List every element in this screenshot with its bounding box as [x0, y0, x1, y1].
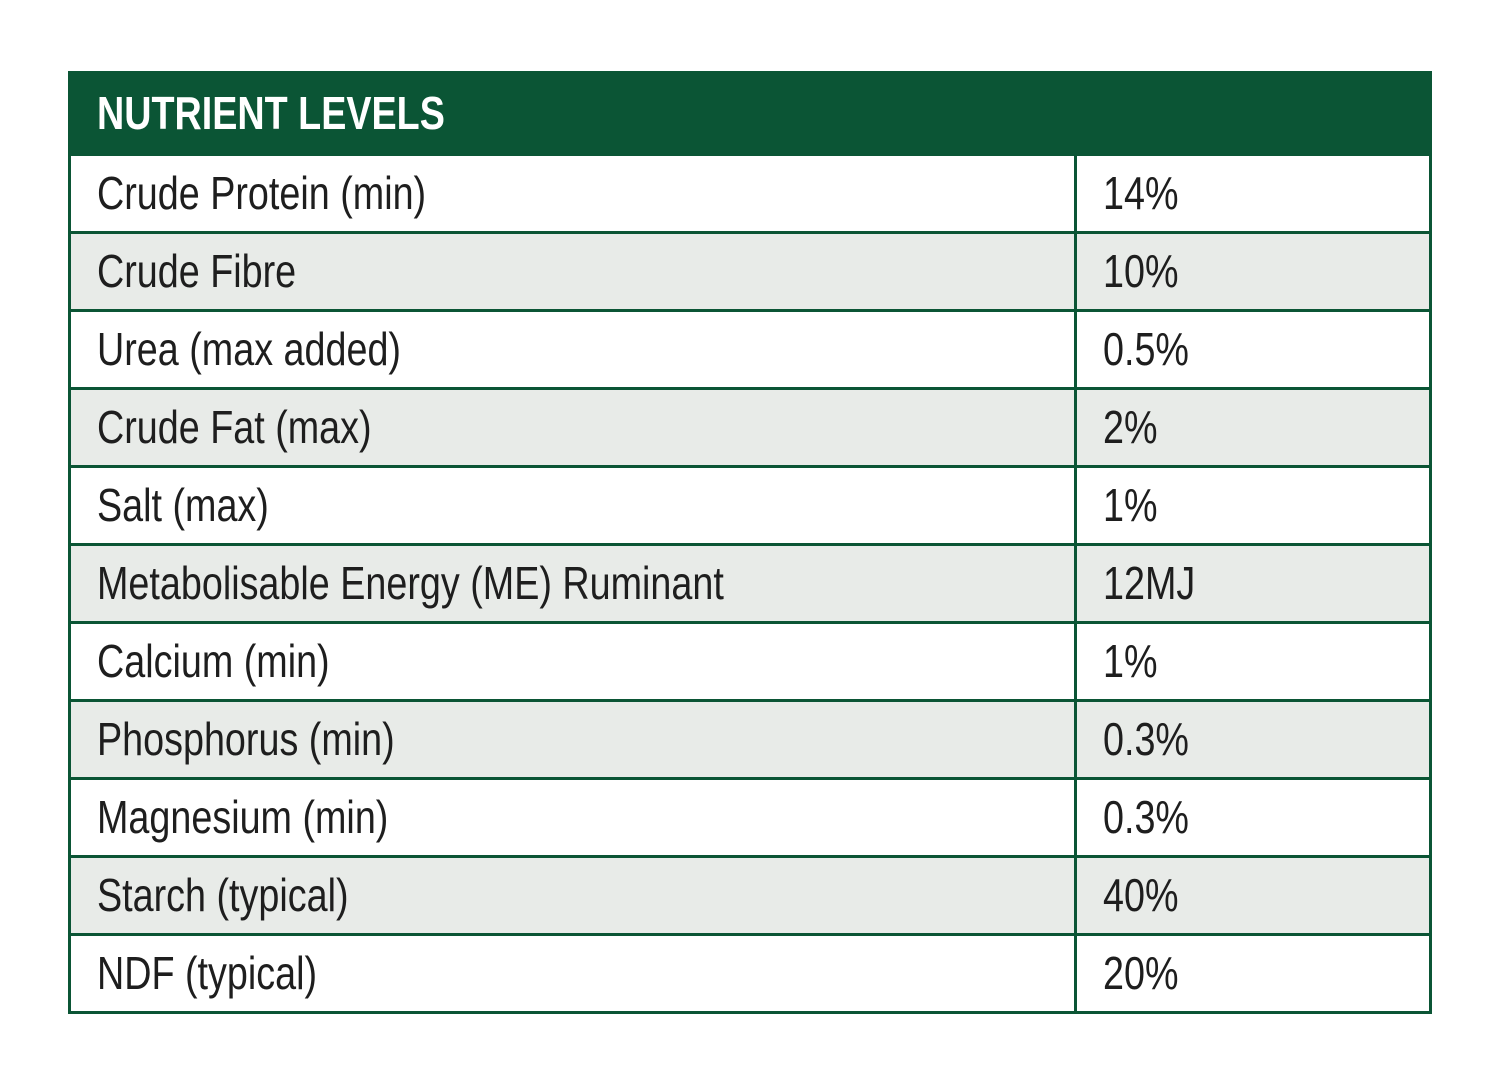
nutrient-value: 0.3%: [1077, 702, 1429, 777]
table-row: Phosphorus (min) 0.3%: [71, 699, 1429, 777]
nutrient-name: Salt (max): [71, 468, 1077, 543]
cell-text: Phosphorus (min): [97, 713, 395, 765]
nutrient-value: 14%: [1077, 156, 1429, 231]
nutrient-name: Magnesium (min): [71, 780, 1077, 855]
cell-text: Urea (max added): [97, 323, 401, 375]
nutrient-value: 40%: [1077, 858, 1429, 933]
table-row: Salt (max) 1%: [71, 465, 1429, 543]
nutrient-name: NDF (typical): [71, 936, 1077, 1011]
nutrient-table: NUTRIENT LEVELS Crude Protein (min) 14% Cr…: [68, 71, 1432, 1014]
cell-text: Starch (typical): [97, 869, 349, 921]
table-row: Starch (typical) 40%: [71, 855, 1429, 933]
table-header: NUTRIENT LEVELS: [71, 74, 1429, 153]
nutrient-value: 10%: [1077, 234, 1429, 309]
nutrient-name: Crude Fat (max): [71, 390, 1077, 465]
nutrient-value: 12MJ: [1077, 546, 1429, 621]
table-row: Calcium (min) 1%: [71, 621, 1429, 699]
table-row: Crude Fibre 10%: [71, 231, 1429, 309]
cell-text: Magnesium (min): [97, 791, 389, 843]
nutrient-name: Metabolisable Energy (ME) Ruminant: [71, 546, 1077, 621]
nutrient-value: 1%: [1077, 468, 1429, 543]
table-row: Crude Protein (min) 14%: [71, 153, 1429, 231]
nutrient-value: 0.3%: [1077, 780, 1429, 855]
cell-text: Crude Fibre: [97, 245, 297, 297]
cell-text: 0.3%: [1103, 713, 1189, 765]
cell-text: 20%: [1103, 947, 1179, 999]
cell-text: Calcium (min): [97, 635, 330, 687]
nutrient-name: Urea (max added): [71, 312, 1077, 387]
nutrient-name: Calcium (min): [71, 624, 1077, 699]
nutrient-value: 0.5%: [1077, 312, 1429, 387]
table-row: NDF (typical) 20%: [71, 933, 1429, 1011]
nutrient-value: 20%: [1077, 936, 1429, 1011]
cell-text: 0.5%: [1103, 323, 1189, 375]
nutrient-value: 1%: [1077, 624, 1429, 699]
table-row: Metabolisable Energy (ME) Ruminant 12MJ: [71, 543, 1429, 621]
cell-text: 12MJ: [1103, 557, 1196, 609]
cell-text: NDF (typical): [97, 947, 318, 999]
cell-text: Crude Protein (min): [97, 167, 427, 219]
table-title: NUTRIENT LEVELS: [97, 87, 445, 139]
cell-text: 10%: [1103, 245, 1179, 297]
cell-text: 14%: [1103, 167, 1179, 219]
cell-text: 0.3%: [1103, 791, 1189, 843]
nutrient-name: Starch (typical): [71, 858, 1077, 933]
cell-text: 2%: [1103, 401, 1158, 453]
nutrient-name: Phosphorus (min): [71, 702, 1077, 777]
cell-text: 1%: [1103, 479, 1158, 531]
table-row: Urea (max added) 0.5%: [71, 309, 1429, 387]
cell-text: 1%: [1103, 635, 1158, 687]
cell-text: Salt (max): [97, 479, 269, 531]
cell-text: Metabolisable Energy (ME) Ruminant: [97, 557, 724, 609]
nutrient-name: Crude Fibre: [71, 234, 1077, 309]
table-row: Magnesium (min) 0.3%: [71, 777, 1429, 855]
cell-text: Crude Fat (max): [97, 401, 372, 453]
nutrient-value: 2%: [1077, 390, 1429, 465]
nutrient-name: Crude Protein (min): [71, 156, 1077, 231]
table-row: Crude Fat (max) 2%: [71, 387, 1429, 465]
cell-text: 40%: [1103, 869, 1179, 921]
